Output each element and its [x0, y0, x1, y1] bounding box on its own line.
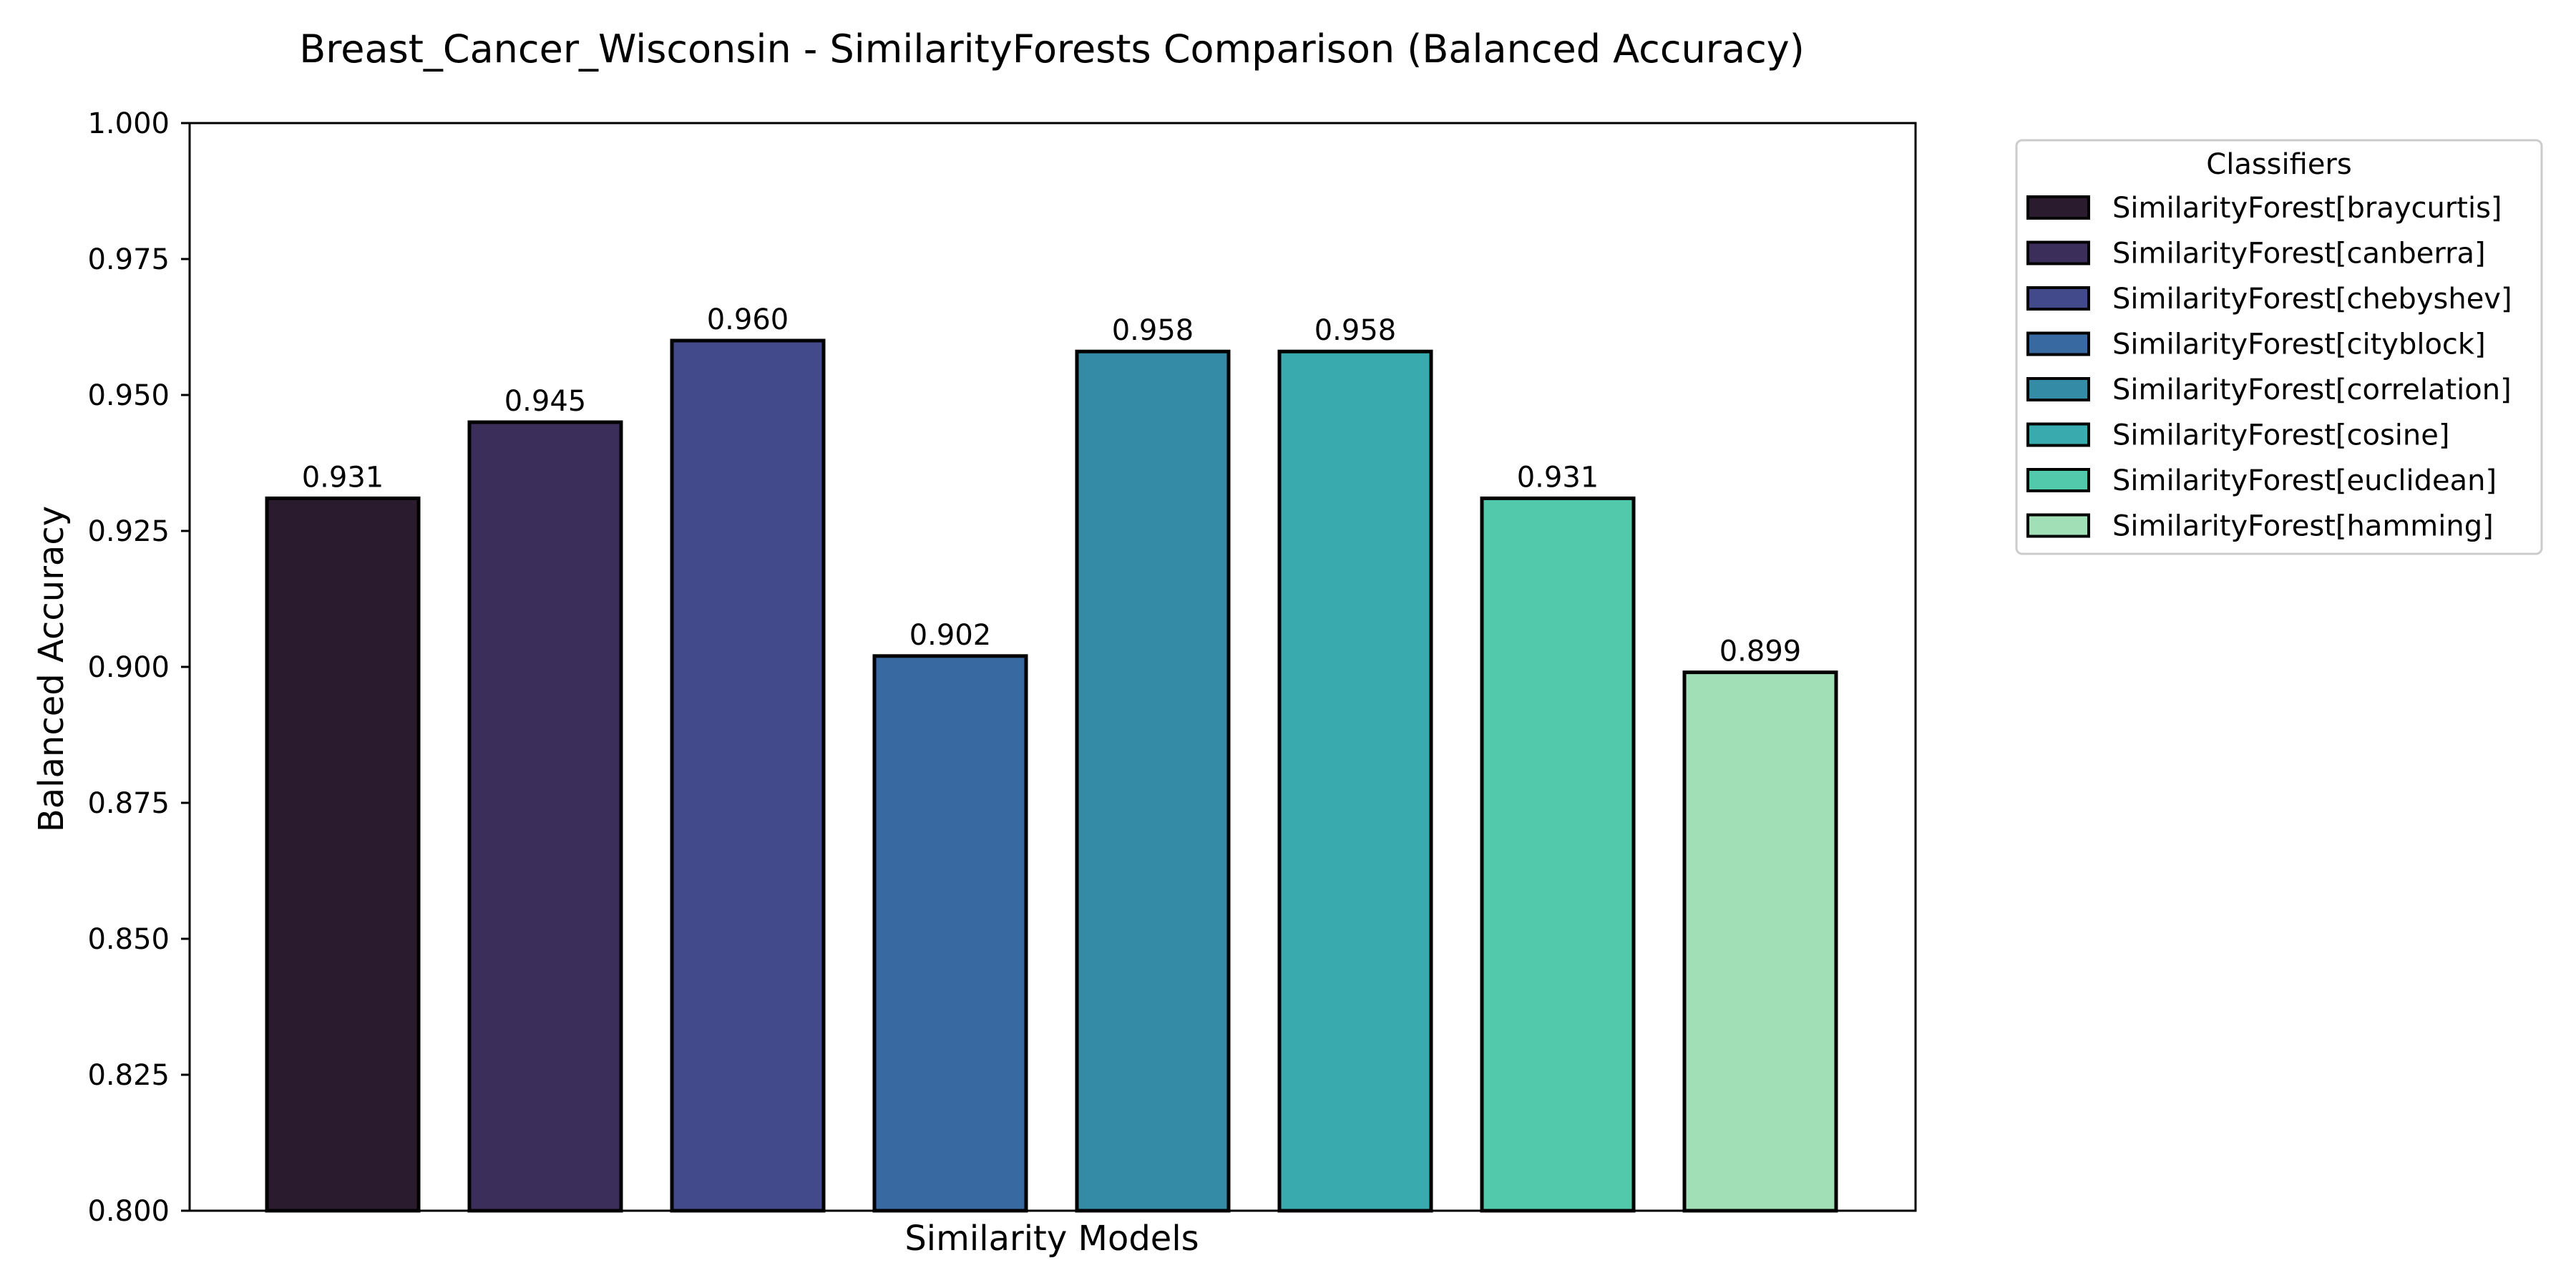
bar-3 [670, 338, 826, 1213]
legend-label-2: SimilarityForest[canberra] [2112, 238, 2486, 270]
bar-5 [1075, 349, 1231, 1213]
y-tick-label-6: 0.925 [87, 515, 170, 548]
legend-swatch-8 [2026, 513, 2090, 538]
legend-frame [2015, 139, 2543, 555]
y-tick-label-4: 0.875 [87, 787, 170, 820]
legend-label-8: SimilarityForest[hamming] [2112, 510, 2494, 543]
y-tick-label-1: 0.800 [87, 1195, 170, 1228]
legend-swatch-5 [2026, 377, 2090, 401]
y-tick-label-2: 0.825 [87, 1059, 170, 1092]
legend-label-1: SimilarityForest[braycurtis] [2112, 192, 2502, 225]
bar-value-label-1: 0.931 [302, 461, 384, 494]
y-tick-label-3: 0.850 [87, 923, 170, 956]
bar-1 [265, 496, 421, 1213]
legend-items: SimilarityForest[braycurtis] SimilarityFo… [2026, 192, 2512, 543]
bar-value-label-5: 0.958 [1112, 314, 1194, 347]
y-tick-label-8: 0.975 [87, 243, 170, 276]
bar-value-label-8: 0.899 [1719, 635, 1802, 668]
bar-8 [1682, 670, 1838, 1213]
y-tick-label-5: 0.900 [87, 651, 170, 684]
legend-swatch-7 [2026, 468, 2090, 492]
legend-swatch-3 [2026, 286, 2090, 311]
legend-label-3: SimilarityForest[chebyshev] [2112, 283, 2512, 316]
axes-frame [188, 122, 1917, 1212]
y-tick-label-7: 0.950 [87, 379, 170, 412]
bar-value-label-3: 0.960 [707, 303, 789, 336]
legend: Classifiers SimilarityForest[braycurtis]… [2015, 139, 2543, 555]
bar-value-label-4: 0.902 [909, 619, 992, 652]
bar-value-label-2: 0.945 [504, 385, 587, 418]
chart-title: Breast_Cancer_Wisconsin - SimilarityFore… [299, 26, 1805, 72]
legend-swatch-4 [2026, 331, 2090, 356]
bar-4 [872, 654, 1028, 1213]
legend-label-4: SimilarityForest[cityblock] [2112, 328, 2486, 361]
bar-value-label-6: 0.958 [1314, 314, 1397, 347]
x-axis-label: Similarity Models [904, 1219, 1199, 1259]
legend-swatch-1 [2026, 195, 2090, 220]
legend-swatch-2 [2026, 240, 2090, 265]
legend-swatch-6 [2026, 422, 2090, 447]
y-axis-label: Balanced Accuracy [31, 506, 72, 832]
legend-label-6: SimilarityForest[cosine] [2112, 419, 2449, 452]
plot-area: 0.931 0.945 0.960 0.902 0.958 0.958 0.931 0.899… [87, 107, 1917, 1228]
legend-label-7: SimilarityForest[euclidean] [2112, 464, 2497, 497]
bar-6 [1277, 349, 1433, 1213]
y-tick-label-9: 1.000 [87, 107, 170, 140]
legend-title: Classifiers [2206, 148, 2351, 181]
bar-value-label-7: 0.931 [1517, 461, 1599, 494]
legend-label-5: SimilarityForest[correlation] [2112, 374, 2512, 406]
bar-2 [467, 420, 623, 1213]
bar-7 [1480, 496, 1636, 1213]
